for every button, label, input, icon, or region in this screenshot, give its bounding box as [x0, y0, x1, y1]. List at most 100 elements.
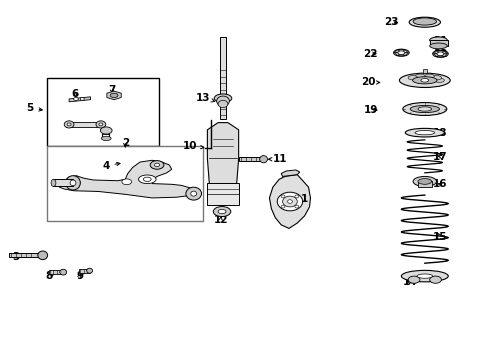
Ellipse shape: [70, 180, 76, 186]
Ellipse shape: [415, 131, 435, 135]
Ellipse shape: [413, 18, 437, 25]
Polygon shape: [394, 53, 401, 56]
Ellipse shape: [430, 276, 441, 283]
Ellipse shape: [403, 103, 447, 116]
Text: 9: 9: [76, 271, 83, 281]
Ellipse shape: [399, 73, 450, 87]
Polygon shape: [401, 50, 408, 53]
Ellipse shape: [401, 270, 448, 282]
Ellipse shape: [398, 51, 405, 54]
Text: 23: 23: [384, 17, 399, 27]
Ellipse shape: [213, 207, 231, 217]
Text: 5: 5: [26, 103, 42, 113]
Ellipse shape: [217, 96, 229, 106]
Text: 8: 8: [45, 271, 55, 281]
Polygon shape: [437, 54, 444, 57]
Ellipse shape: [281, 205, 285, 208]
Ellipse shape: [51, 179, 56, 186]
Ellipse shape: [139, 175, 156, 184]
Ellipse shape: [110, 93, 118, 98]
Text: 13: 13: [196, 93, 215, 103]
Polygon shape: [207, 123, 239, 184]
Bar: [9, 253, 43, 257]
Text: 11: 11: [269, 154, 288, 164]
Polygon shape: [281, 170, 300, 176]
Bar: [220, 37, 226, 119]
Ellipse shape: [74, 98, 78, 100]
Bar: [49, 270, 63, 274]
Ellipse shape: [101, 136, 111, 140]
Text: 2: 2: [122, 139, 129, 148]
Text: 6: 6: [72, 89, 78, 99]
Polygon shape: [107, 91, 121, 100]
Ellipse shape: [144, 177, 151, 181]
Ellipse shape: [96, 121, 106, 128]
Ellipse shape: [418, 179, 432, 184]
Ellipse shape: [410, 105, 440, 113]
Bar: [47, 78, 159, 146]
Polygon shape: [66, 122, 101, 127]
Ellipse shape: [155, 163, 159, 167]
Ellipse shape: [218, 210, 226, 214]
Ellipse shape: [416, 74, 425, 78]
Ellipse shape: [413, 176, 437, 186]
Polygon shape: [401, 53, 408, 56]
Text: 10: 10: [183, 141, 204, 151]
Ellipse shape: [67, 123, 71, 126]
Text: 17: 17: [433, 152, 448, 162]
Bar: [79, 269, 90, 273]
Text: 7: 7: [108, 85, 116, 95]
Polygon shape: [434, 51, 441, 54]
Ellipse shape: [437, 52, 444, 55]
Text: 22: 22: [433, 49, 448, 59]
Text: 22: 22: [363, 49, 377, 59]
Ellipse shape: [405, 129, 444, 137]
Ellipse shape: [430, 43, 447, 49]
Ellipse shape: [435, 78, 444, 82]
Ellipse shape: [417, 274, 433, 278]
Polygon shape: [398, 50, 405, 53]
Ellipse shape: [60, 269, 67, 275]
Ellipse shape: [413, 77, 437, 84]
Text: 20: 20: [361, 77, 380, 87]
Ellipse shape: [408, 76, 418, 80]
Ellipse shape: [100, 127, 112, 134]
Polygon shape: [270, 175, 311, 228]
Text: 14: 14: [403, 277, 417, 287]
Polygon shape: [398, 53, 405, 56]
Ellipse shape: [430, 37, 447, 43]
Ellipse shape: [424, 74, 434, 78]
Bar: [239, 157, 264, 161]
Text: 16: 16: [433, 179, 448, 189]
Ellipse shape: [295, 205, 299, 208]
Ellipse shape: [421, 78, 429, 82]
Text: 3: 3: [13, 252, 26, 262]
Polygon shape: [69, 97, 91, 102]
Bar: [47, 146, 203, 221]
Ellipse shape: [99, 123, 103, 126]
Ellipse shape: [277, 192, 303, 211]
Text: 1: 1: [295, 194, 308, 204]
Bar: [418, 181, 432, 187]
Ellipse shape: [214, 94, 232, 103]
Polygon shape: [394, 50, 401, 53]
Text: 4: 4: [102, 161, 120, 171]
Ellipse shape: [283, 196, 297, 207]
Ellipse shape: [260, 156, 268, 163]
Text: 21: 21: [433, 36, 448, 46]
Text: 19: 19: [364, 105, 378, 115]
Text: 18: 18: [433, 129, 448, 138]
Text: 15: 15: [433, 232, 448, 242]
Ellipse shape: [150, 161, 164, 169]
Bar: [430, 40, 448, 46]
Ellipse shape: [409, 17, 441, 27]
Ellipse shape: [186, 187, 201, 200]
Ellipse shape: [281, 195, 285, 198]
Ellipse shape: [38, 251, 48, 260]
Bar: [207, 183, 239, 205]
Ellipse shape: [408, 276, 420, 283]
Ellipse shape: [87, 268, 93, 273]
Ellipse shape: [432, 76, 441, 80]
Ellipse shape: [80, 98, 84, 100]
Ellipse shape: [288, 200, 293, 203]
